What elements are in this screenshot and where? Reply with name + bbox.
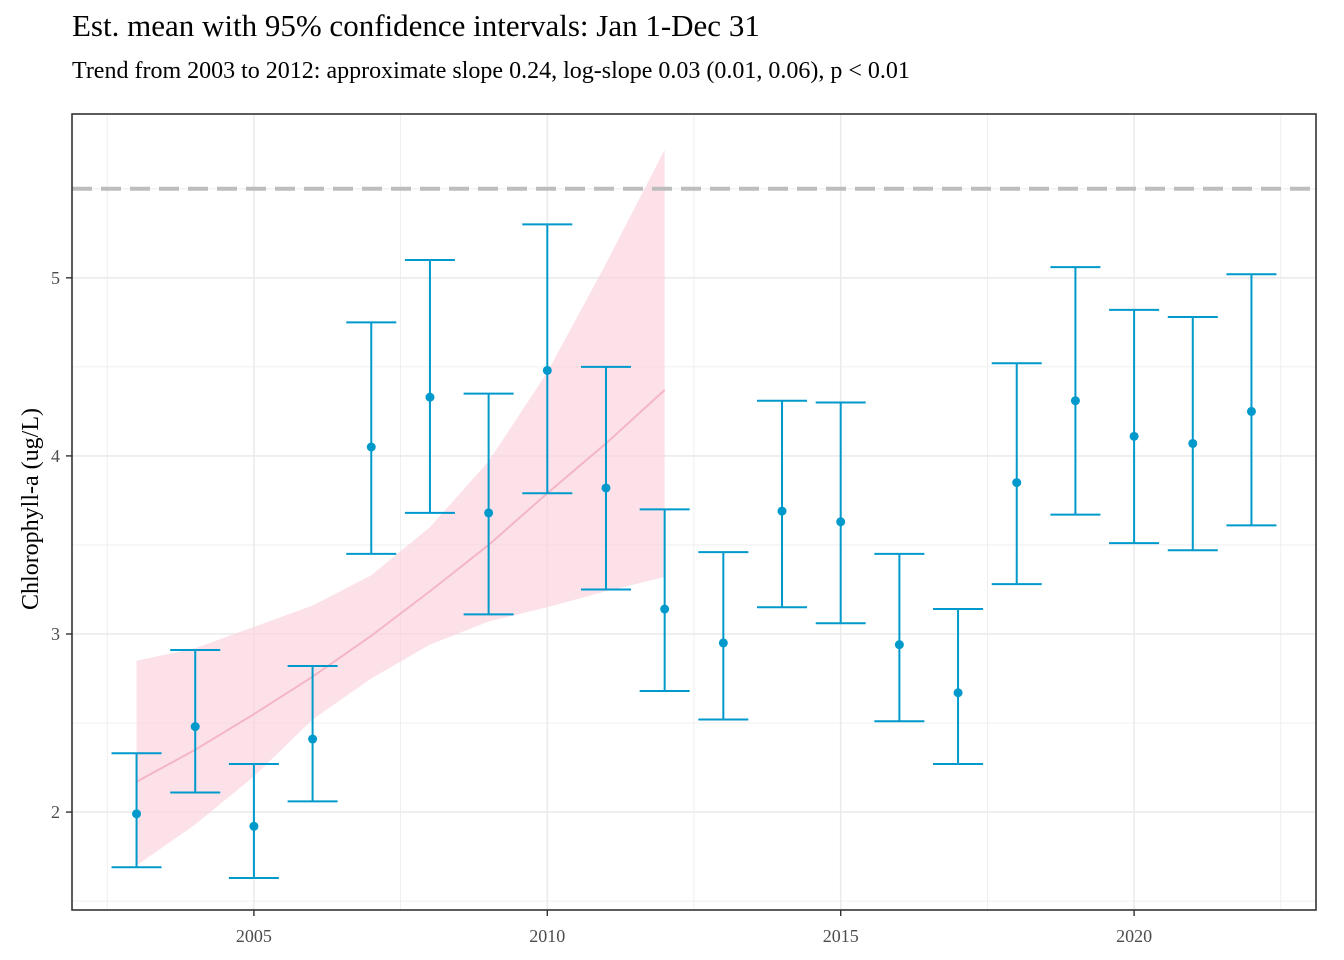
- data-point: [249, 821, 259, 831]
- axes: 2005 2010 2015 2020 2 3 4 5: [51, 113, 1317, 946]
- error-bar-2015: [815, 401, 866, 625]
- error-bar-2021: [1167, 316, 1218, 552]
- data-point: [1246, 406, 1256, 416]
- y-tick-label: 5: [51, 268, 60, 288]
- data-point: [1012, 478, 1022, 488]
- x-tick-label: 2005: [236, 926, 272, 946]
- data-point: [836, 517, 846, 527]
- error-bars: [111, 223, 1277, 879]
- data-point: [425, 392, 435, 402]
- data-point: [894, 640, 904, 650]
- error-bar-2018: [991, 362, 1042, 586]
- data-point: [601, 483, 611, 493]
- y-axis-title: Chlorophyll-a (ug/L): [18, 408, 44, 610]
- error-bar-2008: [404, 259, 455, 514]
- data-point: [132, 809, 142, 819]
- error-bar-2005: [228, 762, 279, 879]
- data-point: [1129, 431, 1139, 441]
- trend-confidence-band: [136, 149, 666, 866]
- data-point: [542, 365, 552, 375]
- error-bar-2017: [933, 608, 984, 765]
- trend-band: [136, 149, 665, 866]
- data-point: [1070, 396, 1080, 406]
- data-point: [308, 734, 318, 744]
- error-bar-2013: [698, 551, 749, 721]
- error-bar-2022: [1226, 273, 1277, 527]
- x-tick-label: 2020: [1116, 926, 1152, 946]
- error-bar-2014: [757, 399, 808, 609]
- chart-title: Est. mean with 95% confidence intervals:…: [72, 8, 760, 43]
- error-bar-2006: [287, 665, 338, 803]
- y-tick-label: 3: [51, 624, 60, 644]
- data-point: [953, 688, 963, 698]
- error-bar-2007: [346, 321, 397, 555]
- data-point: [1188, 438, 1198, 448]
- error-bar-2010: [522, 223, 573, 495]
- error-bar-2016: [874, 552, 925, 723]
- chart-subtitle: Trend from 2003 to 2012: approximate slo…: [72, 58, 910, 84]
- data-point: [660, 604, 670, 614]
- data-point: [190, 722, 200, 732]
- grid-lines: [72, 114, 1316, 910]
- error-bar-2012: [639, 508, 690, 692]
- data-point: [718, 638, 728, 648]
- error-bar-2011: [580, 365, 631, 591]
- error-bar-2004: [170, 649, 221, 794]
- x-tick-label: 2015: [823, 926, 859, 946]
- x-tick-label: 2010: [529, 926, 565, 946]
- y-tick-label: 4: [51, 446, 60, 466]
- data-point: [777, 506, 787, 516]
- error-bar-2019: [1050, 266, 1101, 516]
- error-bar-2020: [1109, 308, 1160, 545]
- data-point: [484, 508, 494, 518]
- trend-line: [136, 389, 666, 783]
- data-point: [366, 442, 376, 452]
- error-bar-2003: [111, 752, 162, 869]
- y-tick-label: 2: [51, 802, 60, 822]
- error-bar-2009: [463, 392, 514, 616]
- plot-panel-border: [71, 113, 1317, 911]
